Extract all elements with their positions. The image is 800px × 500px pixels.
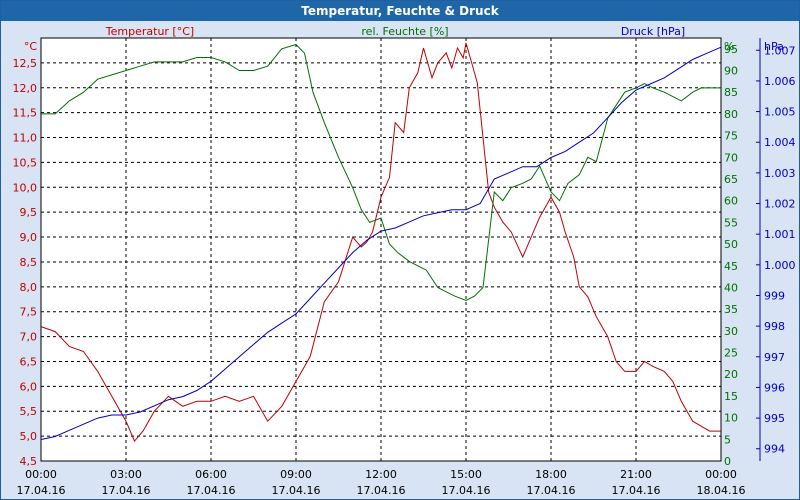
x-tick-time: 18:00 bbox=[535, 468, 567, 481]
pressure-axis-title: Druck [hPa] bbox=[621, 25, 685, 38]
humidity-tick-label: 90 bbox=[724, 65, 738, 78]
x-tick-time: 15:00 bbox=[450, 468, 482, 481]
humidity-series-line bbox=[41, 43, 721, 302]
x-tick-time: 21:00 bbox=[620, 468, 652, 481]
humidity-tick-label: 85 bbox=[724, 86, 738, 99]
x-tick-date: 18.04.16 bbox=[697, 484, 746, 497]
pressure-tick-label: 1.007 bbox=[764, 44, 796, 57]
pressure-tick-label: 995 bbox=[764, 412, 785, 425]
x-tick-date: 17.04.16 bbox=[527, 484, 576, 497]
x-tick-date: 17.04.16 bbox=[17, 484, 66, 497]
pressure-tick-label: 1.005 bbox=[764, 106, 796, 119]
humidity-tick-label: 95 bbox=[724, 43, 738, 56]
temp-axis-title: Temperatur [°C] bbox=[105, 25, 194, 38]
pressure-tick-label: 996 bbox=[764, 381, 785, 394]
pressure-tick-label: 998 bbox=[764, 320, 785, 333]
temperature-series-line bbox=[40, 42, 721, 443]
humidity-tick-label: 30 bbox=[724, 325, 738, 338]
humidity-tick-label: 20 bbox=[724, 368, 738, 381]
humidity-tick-label: 5 bbox=[724, 433, 731, 446]
pressure-series-line bbox=[40, 46, 722, 440]
humidity-tick-label: 10 bbox=[724, 412, 738, 425]
temp-tick-label: 7,0 bbox=[20, 331, 38, 344]
humidity-tick-label: 40 bbox=[724, 281, 738, 294]
humidity-tick-label: 50 bbox=[724, 238, 738, 251]
humidity-tick-label: 25 bbox=[724, 347, 738, 360]
humidity-tick-label: 45 bbox=[724, 260, 738, 273]
humidity-tick-label: 35 bbox=[724, 303, 738, 316]
x-tick-time: 00:00 bbox=[705, 468, 737, 481]
humidity-tick-label: 65 bbox=[724, 173, 738, 186]
pressure-tick-label: 1.004 bbox=[764, 136, 796, 149]
pressure-tick-label: 1.003 bbox=[764, 167, 796, 180]
pressure-unit-label: hPa bbox=[764, 40, 784, 53]
temp-unit-label: °C bbox=[24, 40, 38, 53]
window-title: Temperatur, Feuchte & Druck bbox=[1, 1, 799, 21]
humidity-tick-label: 15 bbox=[724, 390, 738, 403]
x-tick-date: 17.04.16 bbox=[272, 484, 321, 497]
temp-tick-label: 11,5 bbox=[13, 107, 38, 120]
temp-tick-label: 6,0 bbox=[20, 380, 38, 393]
humidity-unit-label: % bbox=[724, 40, 734, 53]
temp-tick-label: 9,5 bbox=[20, 206, 38, 219]
pressure-tick-label: 1.002 bbox=[764, 198, 796, 211]
temp-tick-label: 9,0 bbox=[20, 231, 38, 244]
temp-tick-label: 11,0 bbox=[13, 132, 38, 145]
temp-tick-label: 12,5 bbox=[13, 57, 38, 70]
pressure-tick-label: 1.006 bbox=[764, 75, 796, 88]
humidity-tick-label: 80 bbox=[724, 108, 738, 121]
temp-tick-label: 8,0 bbox=[20, 281, 38, 294]
temp-tick-label: 6,5 bbox=[20, 355, 38, 368]
temp-tick-label: 12,0 bbox=[13, 82, 38, 95]
pressure-tick-label: 994 bbox=[764, 443, 785, 456]
humidity-axis-title: rel. Feuchte [%] bbox=[361, 25, 448, 38]
temp-tick-label: 4,5 bbox=[20, 455, 38, 468]
x-tick-time: 00:00 bbox=[25, 468, 57, 481]
x-tick-time: 09:00 bbox=[280, 468, 312, 481]
x-tick-time: 12:00 bbox=[365, 468, 397, 481]
temp-tick-label: 5,5 bbox=[20, 405, 38, 418]
x-tick-date: 17.04.16 bbox=[187, 484, 236, 497]
temp-tick-label: 10,0 bbox=[13, 181, 38, 194]
humidity-tick-label: 75 bbox=[724, 130, 738, 143]
temp-tick-label: 8,5 bbox=[20, 256, 38, 269]
x-tick-date: 17.04.16 bbox=[612, 484, 661, 497]
pressure-tick-label: 999 bbox=[764, 289, 785, 302]
grid bbox=[41, 38, 761, 461]
pressure-tick-label: 1.001 bbox=[764, 228, 796, 241]
x-tick-time: 03:00 bbox=[110, 468, 142, 481]
x-tick-date: 17.04.16 bbox=[442, 484, 491, 497]
labels-layer: 00:00 17.04.16 03:00 17.04.16 06:00 17.04.16 0… bbox=[13, 25, 796, 497]
temp-tick-label: 7,5 bbox=[20, 306, 38, 319]
x-tick-time: 06:00 bbox=[195, 468, 227, 481]
x-tick-date: 17.04.16 bbox=[102, 484, 151, 497]
series-layer bbox=[40, 42, 722, 443]
pressure-tick-label: 997 bbox=[764, 351, 785, 364]
pressure-tick-label: 1.000 bbox=[764, 259, 796, 272]
humidity-tick-label: 55 bbox=[724, 216, 738, 229]
temp-tick-label: 10,5 bbox=[13, 156, 38, 169]
humidity-tick-label: 60 bbox=[724, 195, 738, 208]
humidity-tick-label: 0 bbox=[724, 455, 731, 468]
x-tick-date: 17.04.16 bbox=[357, 484, 406, 497]
humidity-tick-label: 70 bbox=[724, 151, 738, 164]
temp-tick-label: 5,0 bbox=[20, 430, 38, 443]
